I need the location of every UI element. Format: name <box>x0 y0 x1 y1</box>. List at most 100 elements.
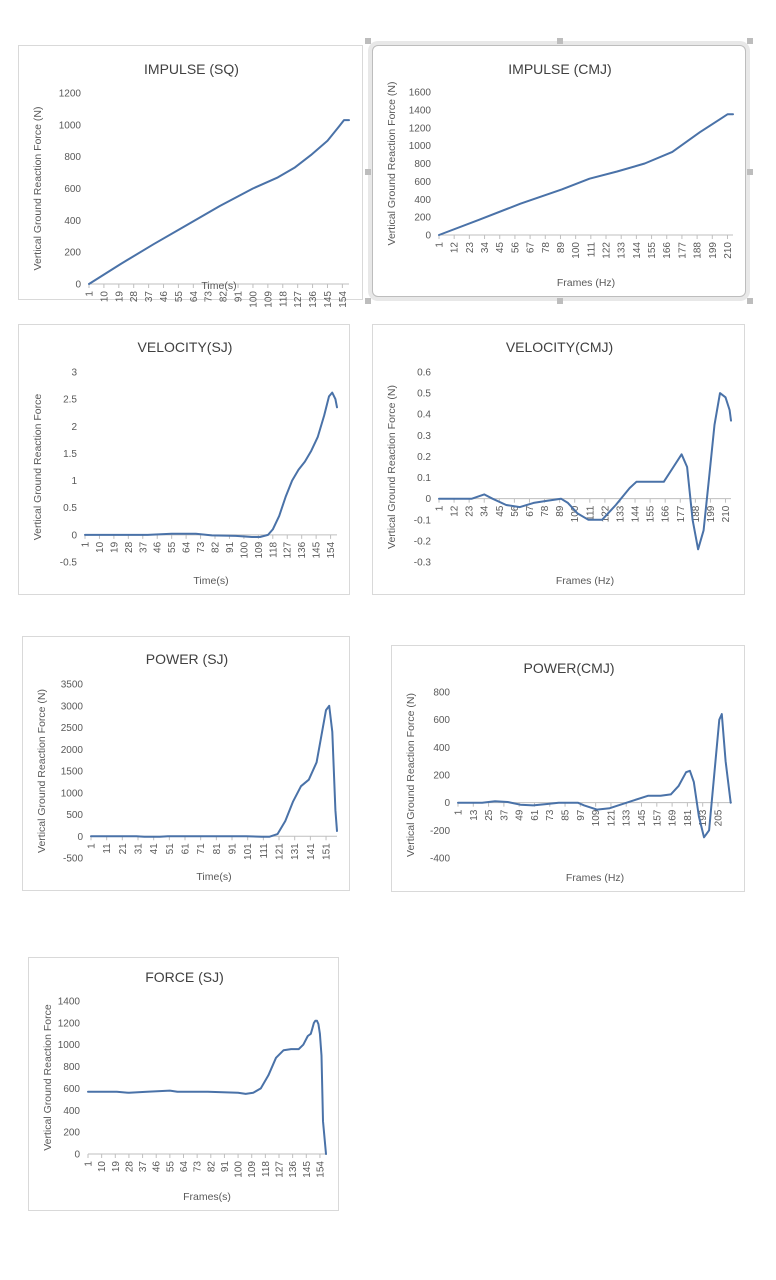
y-tick-label: -400 <box>430 854 450 865</box>
x-tick-label: 157 <box>652 809 663 826</box>
series-line <box>87 1019 327 1155</box>
x-tick-label: 118 <box>261 1161 272 1177</box>
chart-impulse-cmj[interactable]: IMPULSE (CMJ) 0 200 400 600 800 1000 1200 1400 16… <box>365 38 753 304</box>
y-tick-label: 2000 <box>61 745 84 756</box>
y-tick-label: 0.4 <box>417 410 431 421</box>
y-tick-label: 1200 <box>58 1018 81 1029</box>
x-tick-label: 1 <box>84 1161 95 1167</box>
chart-power-sj[interactable]: POWER (SJ) -500 0 500 1000 1500 2000 2500 3000 35… <box>22 636 350 891</box>
x-tick-label: 73 <box>196 541 207 553</box>
y-tick-label: 0 <box>425 494 431 505</box>
x-tick-label: 145 <box>302 1161 313 1178</box>
y-tick-label: 800 <box>63 1062 80 1073</box>
x-tick-label: 188 <box>693 242 704 259</box>
x-tick-label: 181 <box>683 809 694 826</box>
resize-handle-top[interactable] <box>557 38 563 44</box>
x-tick-label: 61 <box>181 843 192 855</box>
x-tick-label: 100 <box>570 505 581 522</box>
x-tick-label: 1 <box>435 505 446 511</box>
x-tick-label: 82 <box>219 291 230 303</box>
resize-handle-left[interactable] <box>365 169 371 175</box>
x-tick-label: 127 <box>275 1161 286 1178</box>
y-tick-label: 400 <box>414 195 431 206</box>
resize-handle-bottom[interactable] <box>557 298 563 304</box>
chart-svg-force-sj: FORCE (SJ) 0 200 400 600 800 1000 1200 1400 1 10 19… <box>42 969 327 1203</box>
x-tick-label: 19 <box>111 1161 122 1173</box>
x-tick-label: 34 <box>480 505 491 517</box>
resize-handle-top-right[interactable] <box>747 38 753 44</box>
x-tick-label: 210 <box>723 242 734 259</box>
x-axis-label: Frames (Hz) <box>557 277 615 289</box>
chart-svg-velocity-sj: VELOCITY(SJ)-0.500.511.522.531 10 19 28 37 46… <box>32 339 338 587</box>
y-tick-label: 1000 <box>58 1040 81 1051</box>
chart-velocity-sj[interactable]: VELOCITY(SJ) -0.5 0 0.5 1 1.5 2 2.5 3 1 10 19 28 37 46… <box>18 324 350 595</box>
x-tick-label: 85 <box>561 809 572 821</box>
y-tick-label: 1200 <box>409 123 432 134</box>
x-tick-label: 73 <box>193 1161 204 1173</box>
y-tick-label: 3 <box>71 368 77 379</box>
x-tick-label: 109 <box>263 291 274 308</box>
y-tick-label: 1200 <box>59 89 82 100</box>
x-tick-label: 100 <box>239 541 250 558</box>
chart-title: POWER (SJ) <box>146 651 228 667</box>
y-tick-label: 1600 <box>409 88 432 99</box>
x-tick-label: 111 <box>259 843 270 859</box>
y-tick-label: 800 <box>433 688 450 699</box>
resize-handle-right[interactable] <box>747 169 753 175</box>
resize-handle-bottom-right[interactable] <box>747 298 753 304</box>
y-axis-label: Vertical Ground Reaction Force <box>32 394 44 541</box>
y-tick-label: 0.6 <box>417 368 431 379</box>
resize-handle-bottom-left[interactable] <box>365 298 371 304</box>
x-tick-label: 177 <box>677 242 688 259</box>
chart-svg-power-sj: POWER (SJ) -500 0 500 1000 1500 2000 2500 3000 35… <box>36 651 338 883</box>
y-tick-label: 0.5 <box>417 389 431 400</box>
x-tick-label: 31 <box>134 843 145 855</box>
x-tick-label: 109 <box>591 809 602 826</box>
y-tick-label: 0 <box>444 798 450 809</box>
y-axis-label: Vertical Ground Reaction Force (N) <box>405 693 417 857</box>
x-tick-label: 64 <box>179 1161 190 1173</box>
x-axis-label: Frames (Hz) <box>556 575 614 587</box>
y-tick-label: 0 <box>75 280 81 291</box>
x-tick-label: 56 <box>510 242 521 254</box>
x-tick-label: 28 <box>124 1161 135 1173</box>
x-axis-label: Time(s) <box>196 871 231 883</box>
y-tick-label: 0.3 <box>417 431 431 442</box>
chart-title: VELOCITY(SJ) <box>138 339 233 355</box>
x-tick-label: 199 <box>708 242 719 259</box>
chart-velocity-cmj[interactable]: VELOCITY(CMJ) -0.3 -0.2 -0.1 0 0.1 0.2 0.3 0.4 0.… <box>372 324 745 595</box>
x-tick-label: 193 <box>698 809 709 826</box>
x-tick-label: 37 <box>138 541 149 553</box>
x-tick-label: 37 <box>144 291 155 303</box>
x-tick-label: 45 <box>495 505 506 517</box>
x-tick-label: 28 <box>129 291 140 303</box>
x-tick-label: 1 <box>435 242 446 248</box>
x-tick-label: 145 <box>312 541 323 558</box>
x-tick-label: 109 <box>254 541 265 558</box>
chart-svg-impulse-sq: IMPULSE (SQ) 0 200 400 600 800 1000 1200 1 10 19 28… <box>32 61 350 308</box>
x-tick-label: 111 <box>586 242 597 258</box>
y-tick-label: 2500 <box>61 723 84 734</box>
y-tick-label: 200 <box>64 248 81 259</box>
resize-handle-top-left[interactable] <box>365 38 371 44</box>
chart-title: VELOCITY(CMJ) <box>506 339 613 355</box>
x-tick-label: 10 <box>95 541 106 553</box>
chart-force-sj[interactable]: FORCE (SJ) 0 200 400 600 800 1000 1200 1400 1 10 19… <box>28 957 339 1211</box>
x-tick-label: 23 <box>465 505 476 517</box>
x-tick-label: 49 <box>515 809 526 821</box>
x-tick-label: 10 <box>99 291 110 303</box>
x-tick-label: 109 <box>247 1161 258 1178</box>
x-tick-label: 46 <box>153 541 164 553</box>
chart-impulse-sq[interactable]: IMPULSE (SQ) 0 200 400 600 800 1000 1200 1 10 19 28… <box>18 45 363 308</box>
x-tick-label: 41 <box>149 843 160 855</box>
x-axis-label: Time(s) <box>201 280 236 292</box>
x-tick-label: 155 <box>647 242 658 259</box>
x-tick-label: 100 <box>571 242 582 259</box>
x-tick-label: 177 <box>676 505 687 522</box>
y-tick-label: 1400 <box>409 105 432 116</box>
chart-svg-power-cmj: POWER(CMJ) -400 -200 0 200 400 600 800 1 13 25 37 49… <box>405 660 732 884</box>
y-tick-label: 2.5 <box>63 395 77 406</box>
x-tick-label: 133 <box>617 242 628 259</box>
chart-power-cmj[interactable]: POWER(CMJ) -400 -200 0 200 400 600 800 1 13 25 37 49… <box>391 645 745 892</box>
x-tick-label: 205 <box>713 809 724 826</box>
